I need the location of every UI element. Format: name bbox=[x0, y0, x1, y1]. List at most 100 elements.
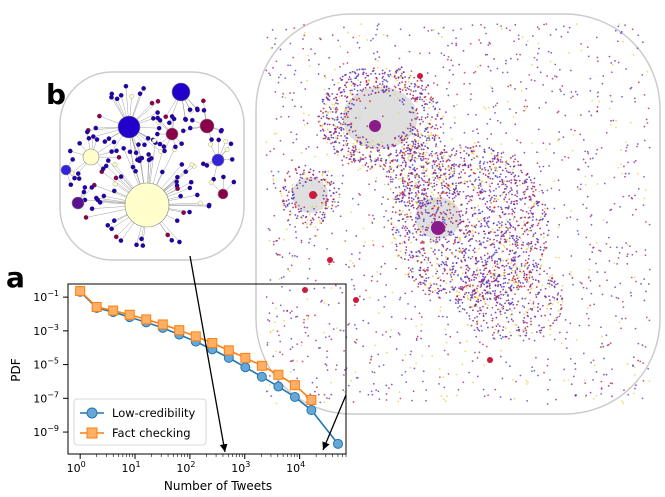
node-c bbox=[282, 153, 285, 156]
node-c bbox=[320, 217, 323, 220]
node-c bbox=[445, 260, 448, 263]
node-c bbox=[375, 177, 378, 179]
node-c bbox=[448, 189, 451, 192]
node-c bbox=[394, 70, 397, 73]
x-tick-base-3: 10 bbox=[231, 462, 245, 475]
node-c bbox=[529, 274, 531, 277]
node-c bbox=[634, 387, 636, 390]
node-c bbox=[435, 183, 438, 186]
node-c bbox=[414, 145, 417, 148]
node-c bbox=[455, 220, 457, 222]
node-c bbox=[342, 62, 345, 65]
node-c bbox=[396, 97, 399, 100]
node-c bbox=[379, 83, 381, 85]
node-c bbox=[412, 188, 415, 191]
node-c bbox=[494, 156, 496, 159]
node-c bbox=[353, 85, 356, 87]
node-c bbox=[406, 233, 409, 236]
node-c bbox=[422, 247, 424, 250]
node-c bbox=[480, 279, 483, 282]
node-c bbox=[391, 160, 394, 163]
node-c bbox=[472, 319, 475, 322]
node-c bbox=[548, 295, 550, 298]
node-c bbox=[488, 284, 491, 287]
node-c bbox=[485, 322, 488, 324]
node-c bbox=[443, 263, 446, 266]
node-c bbox=[268, 72, 270, 75]
node-c bbox=[429, 195, 432, 198]
node-c bbox=[613, 262, 616, 265]
node-c bbox=[502, 233, 505, 236]
node-c bbox=[429, 215, 432, 218]
node-c bbox=[451, 182, 454, 185]
node-c bbox=[365, 81, 368, 83]
node-c bbox=[625, 149, 627, 152]
node-c bbox=[441, 27, 444, 30]
node-c bbox=[290, 159, 293, 162]
node-c bbox=[464, 276, 466, 278]
node-c bbox=[448, 173, 451, 176]
node-c bbox=[612, 119, 615, 122]
node-c bbox=[424, 209, 427, 211]
node-c bbox=[462, 381, 465, 384]
node-c bbox=[420, 159, 423, 162]
node-c bbox=[471, 24, 474, 27]
node-c bbox=[511, 208, 514, 211]
node-c bbox=[453, 192, 456, 194]
node-c bbox=[403, 132, 405, 135]
node-c bbox=[485, 345, 488, 348]
node-c bbox=[269, 74, 272, 77]
node-c bbox=[490, 314, 493, 316]
node-c bbox=[408, 254, 411, 257]
node-b bbox=[141, 86, 146, 91]
node-c bbox=[474, 206, 476, 209]
node-c bbox=[572, 133, 575, 136]
node-c bbox=[406, 182, 409, 184]
node-c bbox=[519, 270, 521, 273]
node-c bbox=[414, 83, 417, 86]
node-c bbox=[430, 247, 433, 250]
node-c bbox=[511, 279, 514, 282]
node-c bbox=[321, 100, 324, 103]
node-c bbox=[349, 100, 351, 103]
node-c bbox=[402, 131, 404, 134]
node-c bbox=[407, 193, 410, 196]
node-c bbox=[326, 181, 329, 184]
node-c bbox=[370, 390, 373, 393]
node-c bbox=[439, 211, 442, 214]
node-c bbox=[533, 177, 536, 180]
node-c bbox=[449, 220, 452, 223]
node-c bbox=[477, 194, 480, 196]
node-c bbox=[302, 47, 305, 50]
node-c bbox=[533, 56, 536, 59]
node-c bbox=[288, 252, 291, 255]
node-c bbox=[361, 136, 364, 138]
node-c bbox=[320, 300, 322, 303]
node-c bbox=[529, 195, 531, 198]
node-c bbox=[416, 96, 419, 99]
node-c bbox=[306, 298, 309, 301]
node-c bbox=[303, 326, 306, 329]
node-c bbox=[488, 256, 491, 259]
node-c bbox=[498, 185, 501, 188]
node-c bbox=[414, 140, 417, 143]
node-c bbox=[326, 174, 329, 177]
node-c bbox=[462, 168, 465, 171]
node-c bbox=[334, 111, 337, 114]
node-c bbox=[553, 297, 556, 299]
node-c bbox=[419, 122, 422, 125]
node-c bbox=[496, 295, 499, 298]
node-c bbox=[620, 30, 623, 33]
node-c bbox=[530, 240, 533, 243]
node-c bbox=[435, 137, 437, 140]
node-c bbox=[410, 90, 413, 93]
node-c bbox=[404, 235, 407, 238]
node-c bbox=[353, 150, 356, 152]
node-c bbox=[440, 192, 443, 195]
node-c bbox=[414, 279, 417, 282]
node-c bbox=[435, 159, 438, 162]
node-c bbox=[427, 126, 430, 129]
node-c bbox=[501, 169, 504, 172]
node-c bbox=[404, 225, 407, 228]
node-c bbox=[449, 172, 452, 175]
